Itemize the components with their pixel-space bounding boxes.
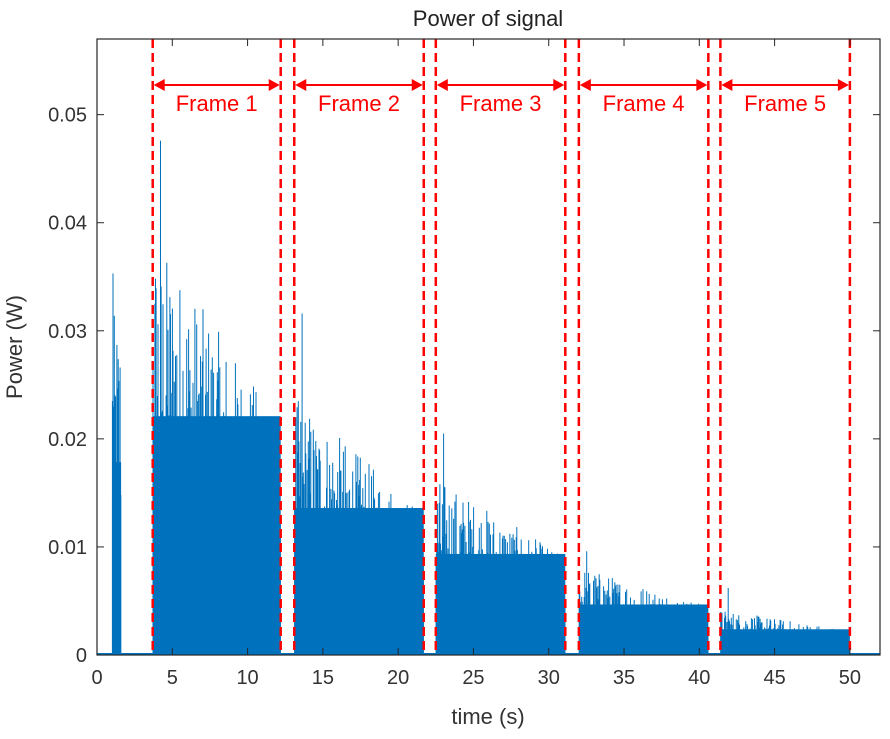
signal-series	[111, 140, 851, 655]
x-tick-label: 25	[462, 667, 484, 689]
x-tick-label: 10	[236, 667, 258, 689]
x-tick-label: 0	[91, 667, 102, 689]
x-tick-label: 50	[839, 667, 861, 689]
frame-label: Frame 5	[744, 91, 826, 116]
x-tick-label: 35	[613, 667, 635, 689]
frame-arrow-left-head	[436, 79, 448, 91]
frame-5: Frame 5	[719, 39, 852, 655]
signal-burst-4	[435, 433, 566, 655]
frame-4: Frame 4	[577, 39, 710, 655]
signal-burst-3	[294, 313, 424, 655]
y-tick-label: 0.03	[48, 321, 87, 343]
frame-arrow-left-head	[153, 79, 165, 91]
signal-burst-5	[578, 551, 709, 655]
y-tick-label: 0	[76, 645, 87, 667]
chart-title: Power of signal	[413, 6, 563, 31]
frame-3: Frame 3	[434, 39, 567, 655]
x-tick-label: 15	[312, 667, 334, 689]
y-axis-ticks: 0 0.01 0.02 0.03 0.04 0.05	[48, 105, 880, 667]
frame-arrow-right-head	[553, 79, 565, 91]
frame-arrow-right-head	[837, 79, 849, 91]
frame-1: Frame 1	[151, 39, 282, 655]
signal-burst-1	[111, 273, 122, 655]
x-axis-label: time (s)	[451, 704, 524, 729]
x-tick-label: 30	[538, 667, 560, 689]
x-tick-label: 5	[167, 667, 178, 689]
x-tick-label: 20	[387, 667, 409, 689]
burst-spikes	[294, 313, 424, 655]
frame-2: Frame 2	[293, 39, 426, 655]
frame-label: Frame 4	[603, 91, 685, 116]
frame-arrow-left-head	[721, 79, 733, 91]
frame-arrow-left-head	[579, 79, 591, 91]
y-tick-label: 0.05	[48, 105, 87, 127]
frame-annotations: Frame 1 Frame 2 Frame 3 Frame 4 Frame 5	[151, 39, 852, 655]
frame-arrow-right-head	[268, 79, 280, 91]
frame-label: Frame 2	[318, 91, 400, 116]
x-tick-label: 45	[763, 667, 785, 689]
frame-arrow-right-head	[696, 79, 708, 91]
frame-arrow-left-head	[295, 79, 307, 91]
y-axis-label: Power (W)	[2, 295, 27, 399]
x-tick-label: 40	[688, 667, 710, 689]
y-tick-label: 0.02	[48, 429, 87, 451]
y-tick-label: 0.01	[48, 537, 87, 559]
frame-label: Frame 1	[176, 91, 258, 116]
frame-arrow-right-head	[411, 79, 423, 91]
x-axis-ticks: 0 5 10 15 20 25 30 35 40 45 50	[91, 39, 861, 689]
burst-spikes	[111, 273, 122, 655]
y-tick-label: 0.04	[48, 213, 87, 235]
plot-box	[96, 38, 881, 656]
signal-burst-2	[152, 140, 281, 655]
frame-label: Frame 3	[460, 91, 542, 116]
burst-spikes	[578, 551, 709, 655]
